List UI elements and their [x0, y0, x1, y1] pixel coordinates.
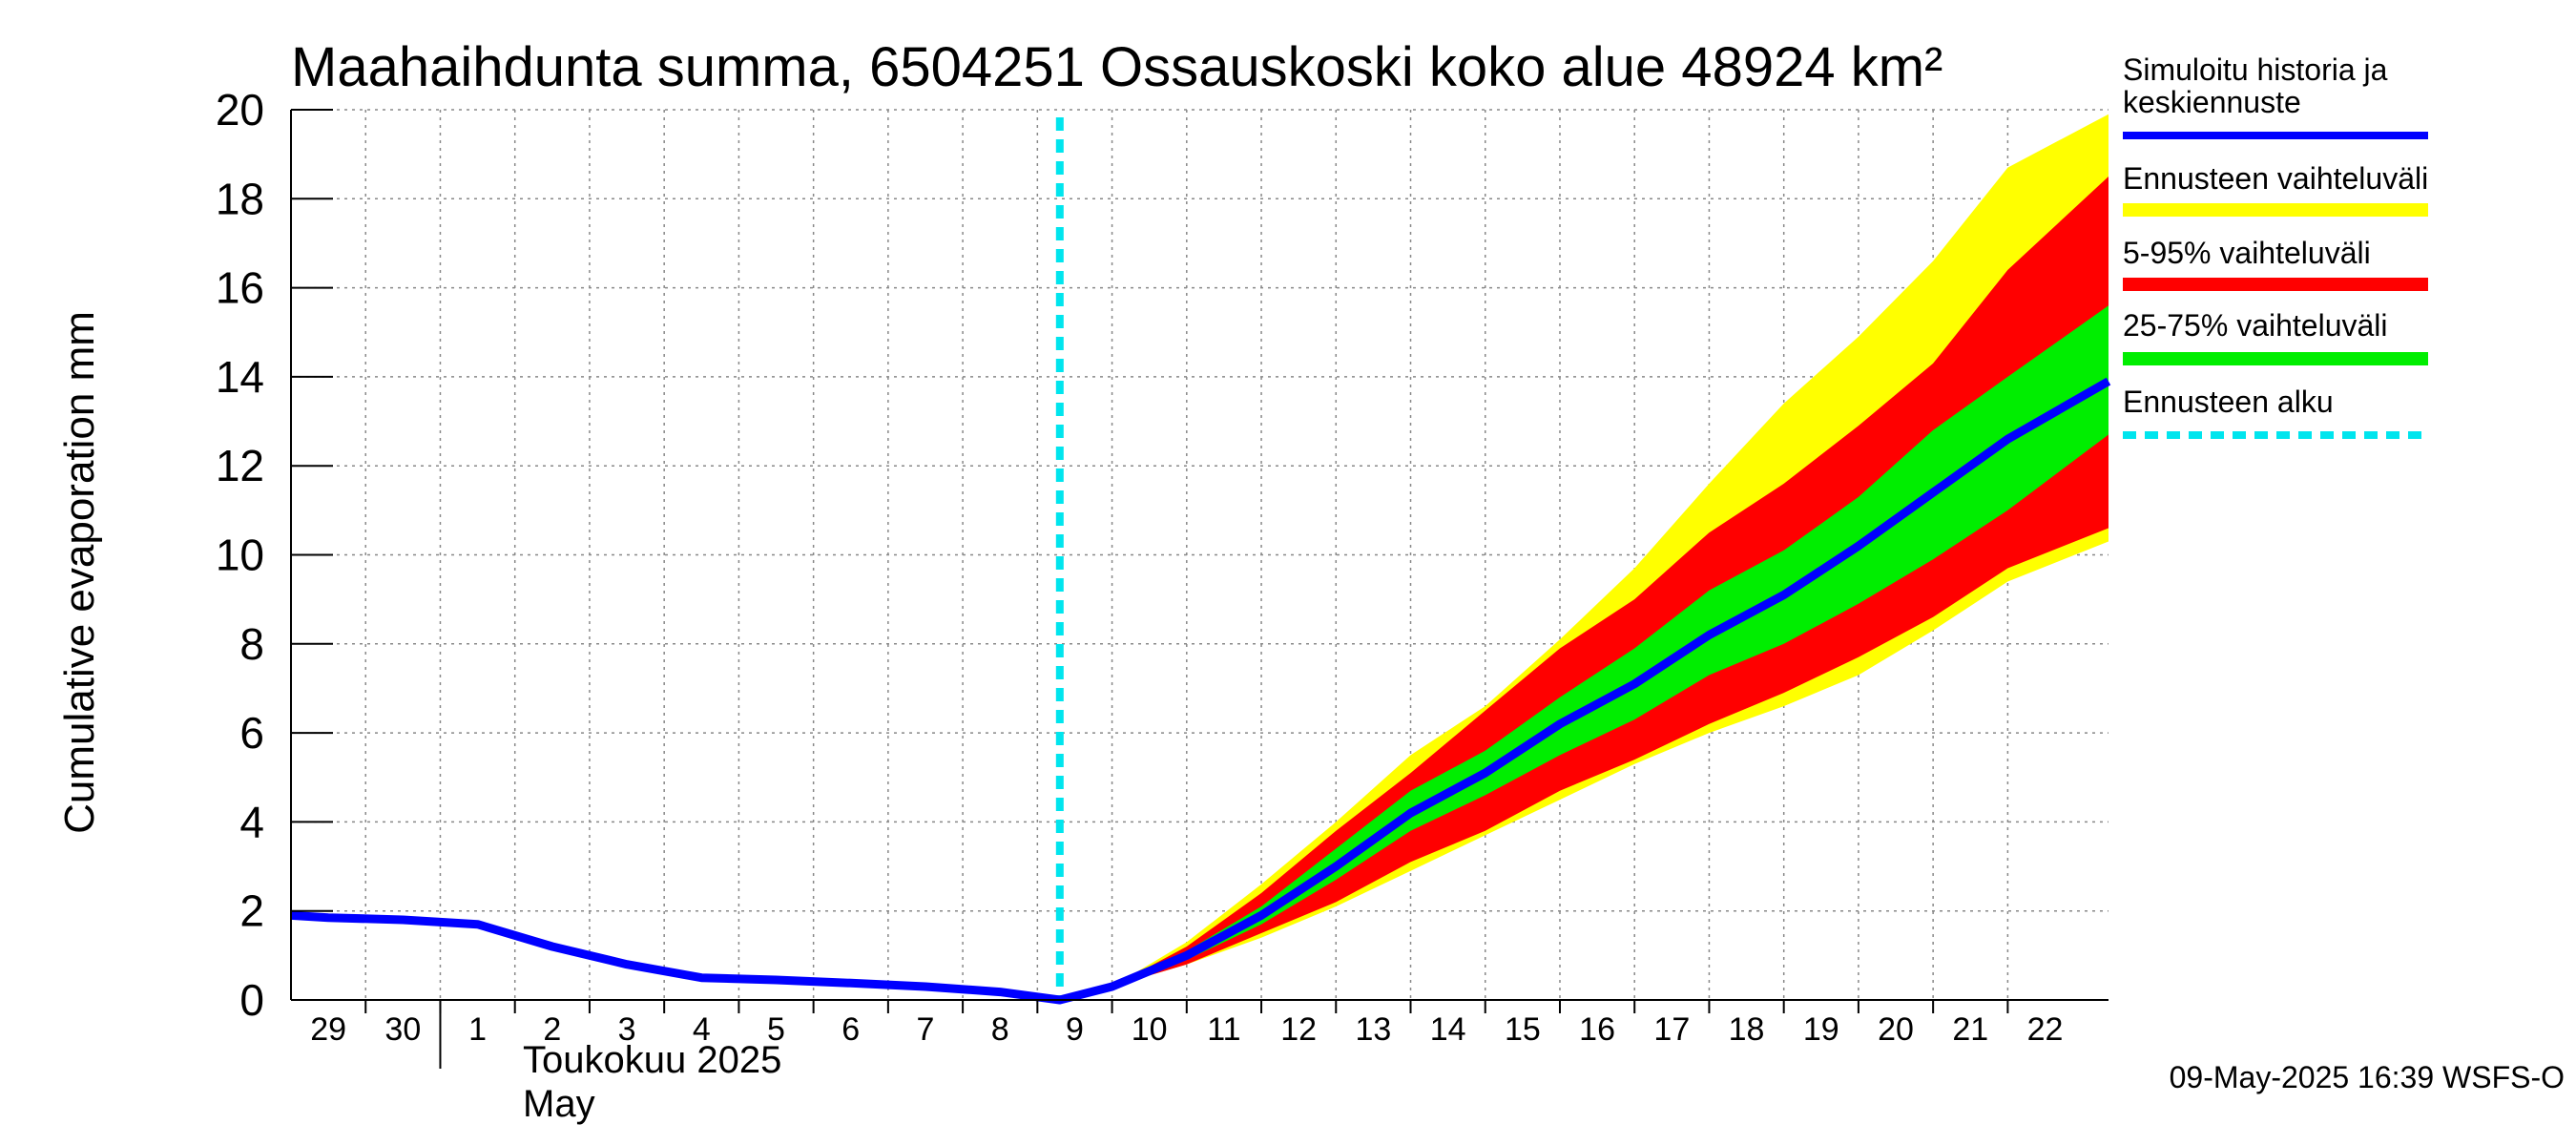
x-tick-label: 14 [1430, 1011, 1466, 1048]
legend-label: Ennusteen vaihteluväli [2123, 161, 2428, 196]
x-tick-label: 5 [767, 1011, 785, 1048]
y-tick-label: 4 [239, 797, 264, 846]
legend-item: 5-95% vaihteluväli [2123, 236, 2428, 291]
x-tick-label: 19 [1803, 1011, 1839, 1048]
y-tick-label: 18 [216, 174, 264, 223]
x-tick-label: 11 [1207, 1011, 1240, 1048]
x-tick-label: 16 [1579, 1011, 1615, 1048]
x-tick-label: 10 [1132, 1011, 1168, 1048]
y-tick-label: 2 [239, 886, 264, 936]
y-axis-label: Cumulative evaporation mm [56, 311, 103, 834]
legend-item: Ennusteen alku [2123, 385, 2428, 439]
x-tick-label: 13 [1355, 1011, 1391, 1048]
y-tick-label: 14 [216, 352, 264, 402]
y-tick-label: 10 [216, 531, 264, 580]
x-tick-label: 17 [1653, 1011, 1690, 1048]
month-label-en: May [523, 1083, 595, 1125]
y-tick-label: 20 [216, 85, 264, 135]
x-tick-label: 1 [468, 1011, 487, 1048]
x-tick-label: 21 [1952, 1011, 1988, 1048]
footer-timestamp: 09-May-2025 16:39 WSFS-O [2170, 1060, 2565, 1094]
legend-label: 25-75% vaihteluväli [2123, 308, 2388, 343]
x-tick-label: 4 [693, 1011, 711, 1048]
x-tick-label: 22 [2027, 1011, 2064, 1048]
x-tick-label: 15 [1505, 1011, 1541, 1048]
x-tick-label: 20 [1878, 1011, 1914, 1048]
x-tick-label: 6 [841, 1011, 860, 1048]
legend-label: Simuloitu historia ja keskiennuste [2123, 52, 2388, 119]
plot-area [290, 109, 2111, 1005]
legend-label: 5-95% vaihteluväli [2123, 236, 2371, 270]
legend-label: Ennusteen alku [2123, 385, 2334, 419]
y-tick-label: 16 [216, 263, 264, 313]
x-tick-label: 29 [310, 1011, 346, 1048]
y-axis: 0 2 4 6 8 10 12 14 16 18 20 [216, 85, 333, 1025]
y-tick-label: 12 [216, 441, 264, 490]
y-tick-label: 0 [239, 975, 264, 1025]
x-tick-label: 8 [991, 1011, 1009, 1048]
x-tick-label: 18 [1729, 1011, 1765, 1048]
x-tick-label: 3 [618, 1011, 636, 1048]
legend-item: Simuloitu historia ja keskiennuste [2123, 52, 2428, 139]
x-tick-label: 2 [543, 1011, 561, 1048]
x-tick-label: 12 [1280, 1011, 1317, 1048]
median-line [290, 377, 2111, 1005]
month-label: Toukokuu 2025 [523, 1039, 781, 1081]
x-axis: 29 30 1 2 3 4 5 6 7 8 9 10 11 12 13 14 15 16 17 18 19 20 21 22 [310, 1000, 2063, 1069]
y-tick-label: 6 [239, 708, 264, 758]
x-tick-label: 9 [1066, 1011, 1084, 1048]
chart-title: Maahaihdunta summa, 6504251 Ossauskoski … [291, 36, 1942, 98]
y-tick-label: 8 [239, 619, 264, 669]
legend-item: Ennusteen vaihteluväli [2123, 161, 2428, 217]
x-tick-label: 7 [917, 1011, 935, 1048]
x-tick-label: 30 [384, 1011, 421, 1048]
legend-label-line: Simuloitu historia ja [2123, 52, 2388, 87]
legend: Simuloitu historia ja keskiennuste Ennuste… [2123, 52, 2428, 439]
band-5-95 [1059, 177, 2109, 1000]
legend-label-line: keskiennuste [2123, 85, 2301, 119]
legend-item: 25-75% vaihteluväli [2123, 308, 2428, 365]
